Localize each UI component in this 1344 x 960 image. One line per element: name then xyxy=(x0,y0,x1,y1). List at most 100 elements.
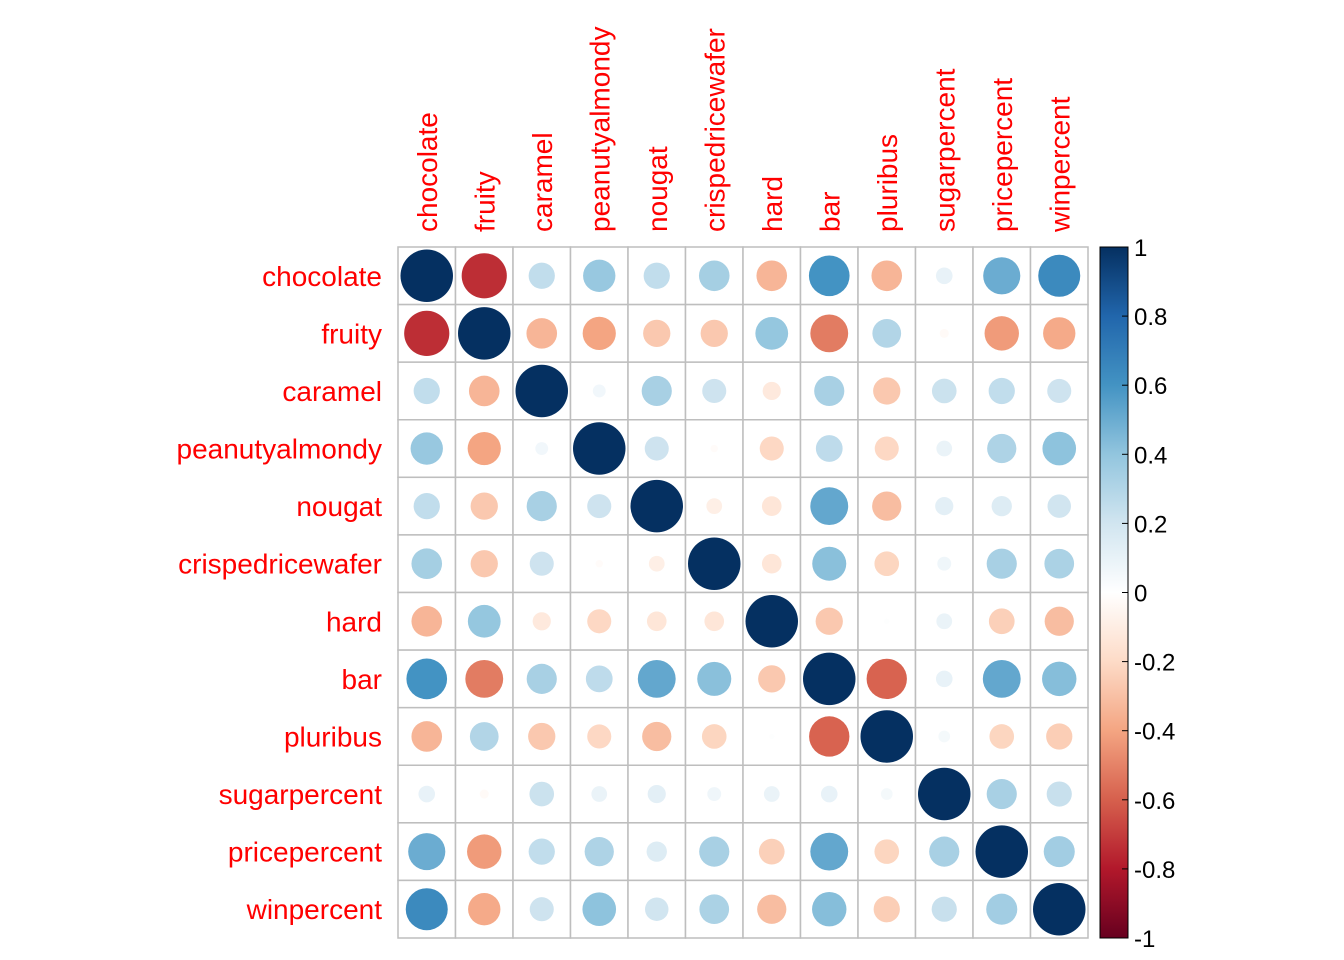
grid-cell xyxy=(914,303,974,363)
corr-circle-nougat-peanutyalmondy xyxy=(587,494,612,519)
row-label-bar: bar xyxy=(342,664,382,695)
corr-circle-pluribus-crispedricewafer xyxy=(701,724,727,749)
corr-circle-chocolate-nougat xyxy=(643,262,670,289)
corr-circle-bar-crispedricewafer xyxy=(697,661,732,696)
corr-circle-pricepercent-pluribus xyxy=(874,839,900,864)
corr-circle-sugarpercent-nougat xyxy=(647,784,666,804)
corr-circle-nougat-winpercent xyxy=(1047,494,1071,518)
corr-circle-hard-fruity xyxy=(467,604,501,638)
corr-circle-peanutyalmondy-chocolate xyxy=(410,432,443,465)
col-label-chocolate: chocolate xyxy=(412,112,443,232)
corr-circle-hard-bar xyxy=(815,607,843,635)
corr-circle-fruity-bar xyxy=(810,314,849,353)
corr-circle-sugarpercent-chocolate xyxy=(418,785,436,803)
corr-circle-chocolate-peanutyalmondy xyxy=(583,259,616,292)
corr-circle-crispedricewafer-fruity xyxy=(470,550,498,578)
corr-circle-pricepercent-winpercent xyxy=(1043,836,1075,868)
row-labels: chocolate fruity caramel peanutyalmondy noug… xyxy=(177,261,383,925)
corr-circle-nougat-bar xyxy=(810,487,849,526)
corr-circle-pluribus-sugarpercent xyxy=(938,730,951,743)
corr-circle-crispedricewafer-caramel xyxy=(529,551,554,576)
corr-circle-winpercent-peanutyalmondy xyxy=(582,892,617,927)
corr-circle-sugarpercent-crispedricewafer xyxy=(707,787,722,801)
corr-circle-crispedricewafer-pluribus xyxy=(874,551,900,577)
col-label-fruity: fruity xyxy=(469,171,500,232)
corr-circle-sugarpercent-pricepercent xyxy=(986,778,1017,810)
corr-circle-nougat-fruity xyxy=(470,492,498,520)
corr-circle-winpercent-pricepercent xyxy=(986,893,1018,925)
colorbar: 1 0.8 0.6 0.4 0.2 0 -0.2 -0.4 -0.6 -0.8 -1 xyxy=(1099,235,1175,953)
corr-circle-pluribus-hard xyxy=(769,733,775,740)
corr-circle-sugarpercent-caramel xyxy=(529,781,555,807)
corr-circle-hard-winpercent xyxy=(1044,606,1074,636)
corr-circle-hard-chocolate xyxy=(411,605,443,637)
colorbar-tick-label: 0.6 xyxy=(1134,373,1167,400)
corr-circle-bar-hard xyxy=(758,665,786,693)
corr-circle-hard-nougat xyxy=(646,611,667,632)
col-label-caramel: caramel xyxy=(527,132,558,232)
colorbar-tick-label: 1 xyxy=(1134,235,1147,262)
corr-circle-winpercent-fruity xyxy=(468,893,501,926)
corr-circle-winpercent-nougat xyxy=(645,897,669,921)
corr-circle-pricepercent-chocolate xyxy=(408,833,446,871)
col-label-crispedricewafer: crispedricewafer xyxy=(699,28,730,232)
colorbar-tick-label: 0.8 xyxy=(1134,304,1167,331)
corr-circle-peanutyalmondy-crispedricewafer xyxy=(710,444,718,453)
corr-circle-fruity-nougat xyxy=(643,319,671,348)
row-label-chocolate: chocolate xyxy=(262,261,382,292)
corr-circle-caramel-chocolate xyxy=(413,377,440,405)
row-label-caramel: caramel xyxy=(282,376,382,407)
corr-circle-caramel-pricepercent xyxy=(988,377,1015,405)
col-label-peanutyalmondy: peanutyalmondy xyxy=(584,27,615,232)
row-label-peanutyalmondy: peanutyalmondy xyxy=(177,434,382,465)
corr-circle-bar-chocolate xyxy=(406,658,448,700)
col-label-pluribus: pluribus xyxy=(872,134,903,232)
row-label-hard: hard xyxy=(326,606,382,637)
corr-circle-bar-nougat xyxy=(637,659,676,698)
correlation-grid xyxy=(397,246,1089,939)
corr-circle-pluribus-caramel xyxy=(528,722,556,751)
corr-circle-pricepercent-peanutyalmondy xyxy=(584,837,614,867)
corr-circle-winpercent-hard xyxy=(757,894,787,924)
corr-circle-crispedricewafer-hard xyxy=(761,553,782,574)
corr-circle-bar-fruity xyxy=(465,659,504,698)
corr-circle-winpercent-bar xyxy=(812,891,847,927)
corr-circle-pricepercent-crispedricewafer xyxy=(699,836,730,867)
corr-circle-pluribus-nougat xyxy=(642,721,672,752)
corr-circle-pricepercent-caramel xyxy=(528,838,555,865)
colorbar-tick-label: -0.4 xyxy=(1134,719,1175,746)
corr-circle-chocolate-chocolate xyxy=(400,249,453,303)
corr-circle-nougat-pricepercent xyxy=(991,495,1012,517)
corr-circle-crispedricewafer-crispedricewafer xyxy=(688,537,741,590)
corr-circle-bar-winpercent xyxy=(1042,661,1077,697)
colorbar-tick-label: -1 xyxy=(1134,926,1155,953)
corr-circle-hard-hard xyxy=(745,595,798,648)
corr-circle-pluribus-chocolate xyxy=(411,721,443,752)
colorbar-tick-label: 0 xyxy=(1134,581,1147,608)
corr-circle-peanutyalmondy-winpercent xyxy=(1042,431,1077,466)
row-label-fruity: fruity xyxy=(321,318,382,349)
corr-circle-peanutyalmondy-peanutyalmondy xyxy=(573,422,626,475)
corr-circle-pricepercent-sugarpercent xyxy=(929,836,960,867)
corr-circle-caramel-pluribus xyxy=(873,377,901,405)
corr-circle-pluribus-winpercent xyxy=(1046,723,1073,750)
row-label-pluribus: pluribus xyxy=(284,721,382,752)
colorbar-tick-label: -0.2 xyxy=(1134,650,1175,677)
corr-circle-peanutyalmondy-fruity xyxy=(467,431,501,466)
colorbar-tick-label: -0.8 xyxy=(1134,857,1175,884)
corr-circle-pluribus-fruity xyxy=(469,722,499,751)
corr-circle-sugarpercent-fruity xyxy=(479,789,489,799)
corr-circle-winpercent-sugarpercent xyxy=(931,896,957,922)
corr-circle-crispedricewafer-nougat xyxy=(648,555,665,572)
row-label-crispedricewafer: crispedricewafer xyxy=(178,549,382,580)
col-label-bar: bar xyxy=(814,192,845,232)
corr-circle-bar-pluribus xyxy=(866,658,907,700)
corr-circle-winpercent-chocolate xyxy=(405,888,448,931)
corr-circle-fruity-hard xyxy=(755,316,789,350)
corr-circle-fruity-fruity xyxy=(458,307,511,360)
corr-circle-crispedricewafer-bar xyxy=(812,546,847,581)
corr-circle-peanutyalmondy-sugarpercent xyxy=(936,440,953,457)
corr-circle-sugarpercent-pluribus xyxy=(880,788,893,800)
corr-circle-crispedricewafer-chocolate xyxy=(411,548,443,580)
row-label-pricepercent: pricepercent xyxy=(228,837,382,868)
